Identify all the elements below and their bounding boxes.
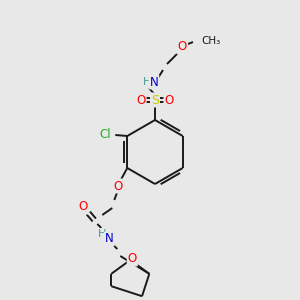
- Text: O: O: [128, 253, 137, 266]
- Text: N: N: [150, 76, 158, 88]
- Text: Cl: Cl: [100, 128, 111, 140]
- Text: O: O: [177, 40, 187, 53]
- Text: H: H: [98, 229, 106, 239]
- Text: O: O: [114, 179, 123, 193]
- Text: O: O: [164, 94, 174, 106]
- Text: O: O: [136, 94, 146, 106]
- Text: N: N: [105, 232, 114, 245]
- Text: CH₃: CH₃: [201, 36, 220, 46]
- Text: S: S: [151, 94, 159, 106]
- Text: O: O: [79, 200, 88, 214]
- Text: H: H: [143, 77, 151, 87]
